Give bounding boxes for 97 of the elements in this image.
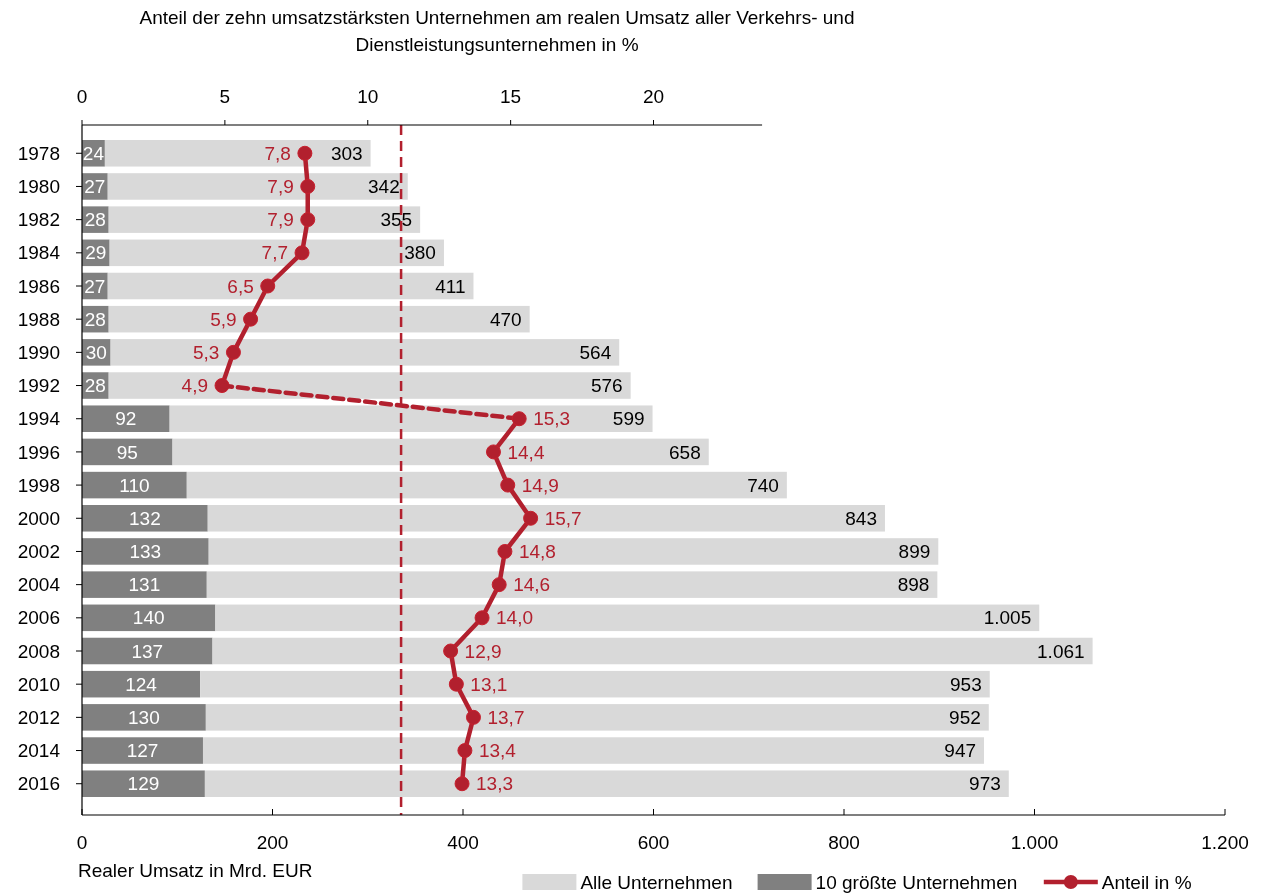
total-label: 355 xyxy=(380,209,413,231)
data-label: 13,1 xyxy=(470,673,508,695)
x-tick-label: 200 xyxy=(256,832,289,853)
data-label: 12,9 xyxy=(464,640,502,662)
data-label: 131 xyxy=(128,574,161,596)
x-tick-label: 400 xyxy=(447,832,479,853)
data-label: 13,4 xyxy=(478,740,517,762)
y-tick-label: 1998 xyxy=(17,474,60,496)
total-label: 899 xyxy=(898,541,931,563)
data-label: 13,3 xyxy=(476,773,514,795)
y-tick-label: 1990 xyxy=(17,342,60,364)
x2-tick-label: 0 xyxy=(76,86,88,107)
x2-axis-title: Anteil der zehn umsatzstärksten Unternehmen am realen Umsatz aller Verkehrs- und Dienstleistungsunternehmen in % xyxy=(139,7,855,55)
total-label: 342 xyxy=(368,176,400,198)
data-label: 27 xyxy=(84,176,106,198)
data-label: 14,9 xyxy=(521,474,559,496)
total-label: 952 xyxy=(949,707,981,729)
y-tick-label: 1988 xyxy=(17,308,60,330)
y-tick-label: 1994 xyxy=(17,408,61,430)
data-label: 95 xyxy=(116,441,138,463)
data-label: 28 xyxy=(84,308,106,330)
data-label: 28 xyxy=(84,375,106,397)
x-tick-label: 800 xyxy=(828,832,860,853)
x2-tick-label: 5 xyxy=(219,86,231,107)
data-label: 7,7 xyxy=(261,242,289,264)
total-label: 953 xyxy=(950,673,982,695)
y-tick-label: 1978 xyxy=(17,142,60,164)
data-label: 129 xyxy=(127,773,160,795)
data-label: 124 xyxy=(125,673,158,695)
x2-tick-label: 20 xyxy=(642,86,665,107)
total-label: 1.061 xyxy=(1037,640,1085,662)
total-label: 411 xyxy=(435,275,466,297)
legend-label: 10 größte Unternehmen xyxy=(815,871,1018,893)
x-tick-label: 1.200 xyxy=(1201,832,1249,853)
data-label: 14,8 xyxy=(518,541,556,563)
data-label: 4,9 xyxy=(181,375,209,397)
data-label: 7,9 xyxy=(267,209,294,231)
total-label: 380 xyxy=(404,242,436,264)
data-label: 133 xyxy=(129,541,162,563)
x2-tick-label: 10 xyxy=(357,86,379,107)
data-label: 132 xyxy=(129,507,161,529)
total-label: 740 xyxy=(747,474,779,496)
data-label: 140 xyxy=(132,607,165,629)
legend-label: Anteil in % xyxy=(1101,871,1192,893)
total-label: 1.005 xyxy=(983,607,1032,629)
y-tick-label: 1984 xyxy=(17,242,61,264)
data-label: 6,5 xyxy=(227,275,254,297)
y-tick-label: 2004 xyxy=(17,574,61,596)
data-label: 5,3 xyxy=(193,342,220,364)
total-label: 843 xyxy=(845,507,877,529)
data-label: 7,9 xyxy=(267,176,294,198)
x-tick-label: 0 xyxy=(76,832,88,853)
data-label: 15,7 xyxy=(544,507,582,529)
data-label: 137 xyxy=(131,640,164,662)
y-tick-label: 2006 xyxy=(17,607,60,629)
data-label: 92 xyxy=(115,408,137,430)
data-label: 27 xyxy=(84,275,106,297)
x2-tick-label: 15 xyxy=(500,86,522,107)
data-label: 5,9 xyxy=(210,308,237,330)
data-label: 127 xyxy=(126,740,159,762)
y-tick-label: 2002 xyxy=(17,541,60,563)
y-tick-label: 2014 xyxy=(17,740,61,762)
total-label: 898 xyxy=(897,574,930,596)
total-label: 658 xyxy=(669,441,701,463)
y-tick-label: 2010 xyxy=(17,673,60,695)
data-label: 14,0 xyxy=(496,607,534,629)
total-label: 947 xyxy=(944,740,977,762)
data-label: 14,4 xyxy=(507,441,545,463)
y-tick-label: 2000 xyxy=(17,507,60,529)
total-label: 973 xyxy=(969,773,1001,795)
data-label: 29 xyxy=(85,242,107,264)
y-tick-label: 2012 xyxy=(17,707,60,729)
x-tick-label: 1.000 xyxy=(1010,832,1059,853)
data-label: 15,3 xyxy=(533,408,571,430)
data-label: 7,8 xyxy=(264,142,291,164)
x-tick-label: 600 xyxy=(637,832,670,853)
data-label: 30 xyxy=(85,342,107,364)
data-label: 14,6 xyxy=(513,574,551,596)
legend-label: Alle Unternehmen xyxy=(580,871,733,893)
total-label: 303 xyxy=(330,142,363,164)
data-label: 28 xyxy=(84,209,106,231)
total-label: 564 xyxy=(579,342,612,364)
total-label: 470 xyxy=(489,308,522,330)
y-tick-label: 2016 xyxy=(17,773,60,795)
data-label: 24 xyxy=(82,142,105,164)
y-tick-label: 1992 xyxy=(17,375,60,397)
y-tick-label: 1982 xyxy=(17,209,60,231)
y-tick-label: 2008 xyxy=(17,640,60,662)
y-tick-label: 1980 xyxy=(17,176,60,198)
data-label: 130 xyxy=(128,707,160,729)
total-label: 576 xyxy=(590,375,623,397)
y-tick-label: 1996 xyxy=(17,441,60,463)
data-label: 13,7 xyxy=(487,707,525,729)
total-label: 599 xyxy=(612,408,645,430)
x-axis-title: Realer Umsatz in Mrd. EUR xyxy=(78,860,313,881)
y-tick-label: 1986 xyxy=(17,275,60,297)
data-label: 110 xyxy=(119,474,150,496)
